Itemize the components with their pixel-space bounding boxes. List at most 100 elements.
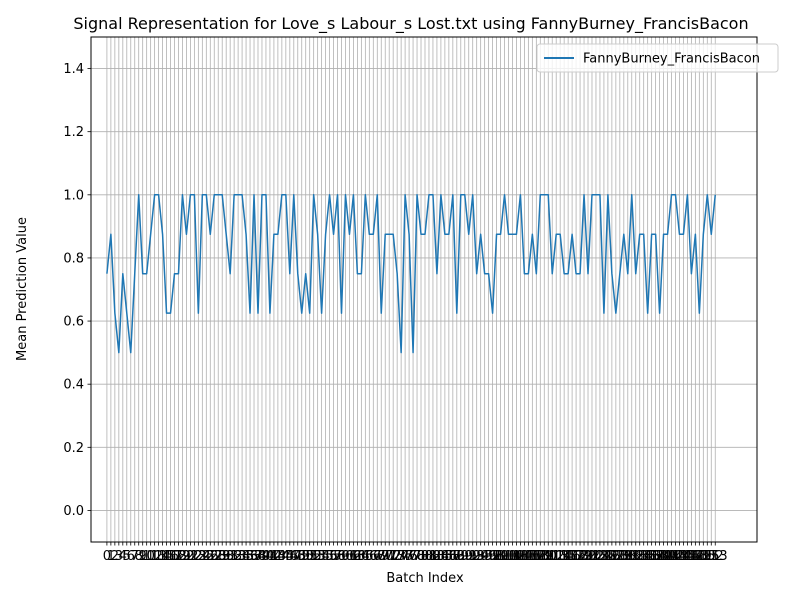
x-tick-label: 39 [254,549,271,564]
x-tick-label: 105 [512,549,537,564]
y-axis-label: Mean Prediction Value [15,217,30,361]
x-tick-label: 79 [413,549,430,564]
x-tick-label: 95 [476,549,493,564]
x-tick-label: 31 [222,549,239,564]
x-tick-label: 96 [480,549,497,564]
x-tick-label: 143 [663,549,688,564]
x-tick-label: 71 [381,549,398,564]
y-tick-label: 0.0 [63,504,84,519]
x-tick-label: 15 [158,549,175,564]
x-tick-label: 142 [659,549,684,564]
x-tick-label: 28 [210,549,227,564]
x-tick-label: 74 [393,549,410,564]
x-tick-label: 40 [258,549,275,564]
x-tick-label: 22 [186,549,203,564]
x-tick-label: 47 [286,549,303,564]
x-tick-label: 109 [528,549,553,564]
x-tick-label: 101 [496,549,521,564]
x-tick-label: 132 [619,549,644,564]
x-tick-label: 46 [282,549,299,564]
x-tick-label: 53 [309,549,326,564]
x-tick-label: 20 [178,549,195,564]
x-tick-label: 66 [361,549,378,564]
x-tick-label: 124 [588,549,613,564]
x-tick-label: 4 [119,549,127,564]
x-tick-label: 86 [441,549,458,564]
x-tick-label: 62 [345,549,362,564]
x-tick-label: 80 [417,549,434,564]
x-tick-label: 21 [182,549,199,564]
x-tick-label: 69 [373,549,390,564]
x-tick-label: 133 [623,549,648,564]
x-tick-label: 149 [687,549,712,564]
x-tick-label: 2 [111,549,119,564]
x-tick-label: 138 [643,549,668,564]
grid-layer [91,37,757,542]
x-tick-label: 134 [627,549,652,564]
x-tick-label: 77 [405,549,422,564]
x-tick-label: 14 [154,549,171,564]
x-tick-label: 1 [107,549,115,564]
x-tick-label: 89 [453,549,470,564]
legend-box [536,43,779,73]
x-tick-label: 110 [532,549,557,564]
plot-layer [106,194,716,354]
x-tick-label: 99 [492,549,509,564]
x-tick-label: 55 [317,549,334,564]
x-tick-label: 94 [472,549,489,564]
x-tick-label: 12 [146,549,163,564]
x-tick-label: 135 [631,549,656,564]
x-tick-label: 140 [651,549,676,564]
x-tick-label: 51 [301,549,318,564]
x-tick-label: 93 [468,549,485,564]
x-tick-label: 57 [325,549,342,564]
x-tick-label: 104 [508,549,533,564]
plot-frame [90,36,758,543]
x-tick-label: 67 [365,549,382,564]
x-tick-label: 82 [425,549,442,564]
x-tick-label: 129 [607,549,632,564]
x-tick-label: 16 [162,549,179,564]
x-tick-label: 41 [262,549,279,564]
chart-title: Signal Representation for Love_s Labour_… [73,14,748,34]
x-tick-label: 150 [691,549,716,564]
x-tick-label: 123 [584,549,609,564]
x-tick-label: 45 [278,549,295,564]
y-tick-label: 1.4 [63,62,84,77]
x-tick-label: 111 [536,549,561,564]
x-tick-label: 100 [492,549,517,564]
x-tick-label: 30 [218,549,235,564]
x-tick-label: 68 [369,549,386,564]
x-tick-label: 137 [639,549,664,564]
x-tick-label: 107 [520,549,545,564]
x-tick-label: 49 [293,549,310,564]
x-tick-label: 0 [103,549,111,564]
x-tick-label: 5 [123,549,131,564]
x-tick-label: 24 [194,549,211,564]
x-tick-label: 10 [138,549,155,564]
x-tick-label: 126 [595,549,620,564]
x-tick-label: 25 [198,549,215,564]
x-tick-label: 78 [409,549,426,564]
y-tick-label: 0.8 [63,251,84,266]
x-tick-label: 141 [655,549,680,564]
x-tick-label: 128 [603,549,628,564]
x-tick-label: 113 [544,549,569,564]
x-tick-label: 88 [449,549,466,564]
x-tick-label: 19 [174,549,191,564]
x-tick-label: 112 [540,549,565,564]
x-tick-label: 85 [437,549,454,564]
series-line [106,194,716,354]
x-tick-label: 147 [679,549,704,564]
y-tick-label: 0.6 [63,315,84,330]
x-tick-label: 116 [556,549,581,564]
x-tick-label: 114 [548,549,573,564]
x-tick-label: 54 [313,549,330,564]
x-tick-label: 29 [214,549,231,564]
x-tick-label: 92 [464,549,481,564]
x-tick-label: 91 [460,549,477,564]
x-tick-label: 34 [234,549,251,564]
